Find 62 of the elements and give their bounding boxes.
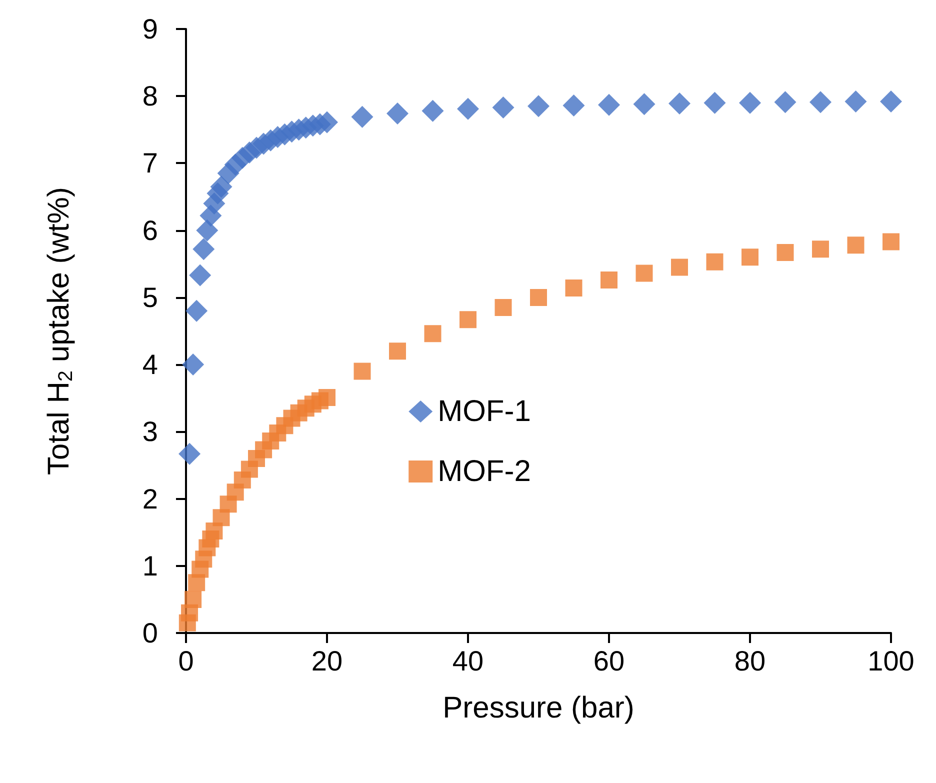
point — [389, 342, 406, 360]
y-tick-label: 3 — [142, 416, 158, 448]
x-tick-label: 60 — [593, 646, 625, 676]
y-tick-label: 8 — [142, 80, 158, 112]
legend-label: MOF-1 — [438, 395, 531, 428]
point — [562, 94, 585, 117]
y-tick-label: 9 — [142, 14, 158, 44]
point — [633, 93, 656, 116]
point — [598, 94, 620, 116]
point — [812, 240, 829, 258]
y-tick-label: 4 — [142, 349, 158, 380]
point — [492, 96, 514, 119]
point — [565, 280, 582, 297]
y-tick-label: 5 — [142, 282, 158, 313]
point — [844, 90, 867, 112]
point — [182, 354, 204, 376]
point — [189, 264, 212, 286]
x-axis-title: Pressure (bar) — [442, 692, 634, 724]
x-tick-label: 0 — [178, 646, 194, 676]
point — [739, 92, 761, 114]
y-tick-label: 1 — [142, 550, 158, 582]
point — [776, 244, 794, 261]
point — [742, 248, 758, 266]
point — [704, 92, 726, 114]
point — [316, 111, 338, 134]
x-tick-label: 100 — [868, 646, 914, 676]
point — [192, 238, 215, 260]
point — [600, 271, 618, 288]
y-tick-label: 2 — [142, 483, 158, 514]
point — [530, 288, 547, 306]
x-tick-label: 40 — [452, 646, 484, 676]
y-tick-label: 7 — [142, 148, 158, 179]
point — [671, 258, 688, 276]
point — [494, 299, 512, 316]
point — [636, 264, 653, 282]
point — [386, 102, 408, 125]
point — [706, 253, 724, 270]
point — [424, 325, 442, 342]
legend-label: MOF-2 — [438, 455, 531, 488]
point — [422, 100, 444, 122]
point — [318, 388, 336, 406]
point — [774, 91, 796, 114]
point — [210, 176, 232, 198]
point — [178, 442, 201, 465]
point — [354, 362, 371, 380]
y-axis-title: Total H2 uptake (wt%) — [42, 187, 77, 475]
point — [882, 233, 900, 250]
point — [668, 92, 690, 114]
point — [810, 91, 832, 114]
point — [196, 219, 218, 242]
y-tick-label: 6 — [142, 214, 158, 246]
x-tick-label: 80 — [734, 646, 766, 676]
point — [880, 90, 902, 112]
point — [186, 300, 208, 322]
y-tick-label: 0 — [142, 618, 158, 648]
point — [460, 311, 476, 328]
point — [847, 236, 864, 254]
point — [457, 98, 479, 120]
point — [528, 95, 550, 118]
point — [184, 590, 202, 608]
point — [351, 106, 374, 128]
x-tick-label: 20 — [311, 646, 343, 676]
